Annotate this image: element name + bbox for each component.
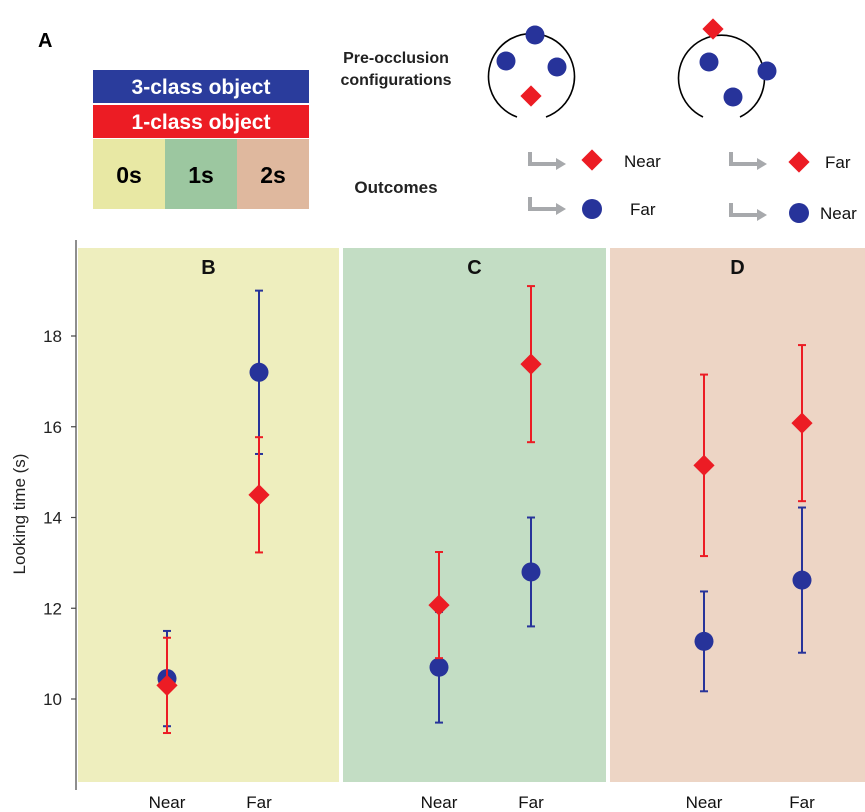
arrowhead-icon bbox=[757, 209, 767, 221]
diamond-marker-icon bbox=[520, 85, 542, 107]
configuration-1 bbox=[487, 25, 576, 118]
panel-background bbox=[78, 248, 339, 782]
circle-marker-icon bbox=[525, 25, 545, 45]
legend-delay-1s-label: 1s bbox=[188, 162, 214, 188]
bent-arrow-icon bbox=[528, 197, 558, 211]
panel-title: C bbox=[467, 257, 481, 279]
panel-title: B bbox=[201, 257, 215, 279]
panel-label-a: A bbox=[38, 30, 52, 52]
outcome-1-diamond-label: Near bbox=[624, 152, 661, 171]
pre-occlusion-title-line2: configurations bbox=[340, 72, 451, 89]
diamond-marker-icon bbox=[788, 151, 810, 173]
arrowhead-icon bbox=[556, 158, 566, 170]
occluder-arc-2 bbox=[677, 34, 766, 118]
circle-marker-icon bbox=[547, 57, 567, 77]
pre-occlusion-title-line1: Pre-occlusion bbox=[343, 50, 449, 67]
panel-d: D Near Far bbox=[610, 248, 865, 812]
outcomes-config-2: Far Near bbox=[729, 151, 857, 223]
y-tick-label: 14 bbox=[43, 509, 62, 528]
outcome-2-diamond-label: Far bbox=[825, 153, 851, 172]
legend-delay-2s-swatch bbox=[237, 139, 309, 209]
circle-marker-icon bbox=[699, 52, 719, 72]
outcome-1-circle-label: Far bbox=[630, 200, 656, 219]
panel-c: C Near Far bbox=[343, 248, 606, 812]
x-tick-label: Far bbox=[789, 793, 815, 812]
arrowhead-icon bbox=[556, 203, 566, 215]
circle-marker-icon bbox=[582, 199, 602, 219]
data-point-diamond bbox=[520, 353, 542, 375]
legend-delay-0s-swatch bbox=[93, 139, 165, 209]
panel-title: D bbox=[730, 257, 744, 279]
circle-marker-icon bbox=[723, 87, 743, 107]
x-tick-label: Near bbox=[421, 793, 458, 812]
panel-background bbox=[610, 248, 865, 782]
outcome-2-circle-label: Near bbox=[820, 204, 857, 223]
data-point-diamond bbox=[156, 674, 178, 696]
legend-delay-2s-label: 2s bbox=[260, 162, 286, 188]
outcomes-config-1: Near Far bbox=[528, 149, 661, 219]
circle-marker-icon bbox=[757, 61, 777, 81]
x-tick-label: Near bbox=[149, 793, 186, 812]
circle-marker-icon bbox=[496, 51, 516, 71]
x-tick-label: Far bbox=[246, 793, 272, 812]
y-tick-label: 18 bbox=[43, 327, 62, 346]
data-point-circle bbox=[429, 657, 449, 677]
legend-delay-0s-label: 0s bbox=[116, 162, 142, 188]
legend-delay-1s-swatch bbox=[165, 139, 237, 209]
looking-time-chart: 10 12 14 16 18 Looking time (s) B Near Far C Near F… bbox=[10, 240, 865, 812]
data-point-circle bbox=[521, 562, 541, 582]
data-point-diamond bbox=[693, 454, 715, 476]
configuration-2 bbox=[677, 18, 777, 118]
y-tick-label: 16 bbox=[43, 418, 62, 437]
panel-b: B Near Far bbox=[78, 248, 339, 812]
legend-three-class-swatch bbox=[93, 70, 309, 103]
bent-arrow-icon bbox=[729, 203, 759, 217]
diamond-marker-icon bbox=[581, 149, 603, 171]
x-tick-label: Near bbox=[686, 793, 723, 812]
y-tick-label: 12 bbox=[43, 599, 62, 618]
legend-one-class-swatch bbox=[93, 105, 309, 138]
data-point-diamond bbox=[791, 412, 813, 434]
y-axis-label: Looking time (s) bbox=[10, 454, 29, 575]
outcomes-title: Outcomes bbox=[354, 178, 437, 197]
data-point-circle bbox=[792, 570, 812, 590]
arrowhead-icon bbox=[757, 158, 767, 170]
data-point-circle bbox=[694, 631, 714, 651]
circle-marker-icon bbox=[789, 203, 809, 223]
x-tick-label: Far bbox=[518, 793, 544, 812]
diamond-marker-icon bbox=[702, 18, 724, 40]
data-point-diamond bbox=[428, 594, 450, 616]
panel-background bbox=[343, 248, 606, 782]
bent-arrow-icon bbox=[528, 152, 558, 166]
bent-arrow-icon bbox=[729, 152, 759, 166]
legend-three-class-label: 3-class object bbox=[132, 76, 271, 99]
legend-box: 3-class object 1-class object 0s 1s 2s bbox=[93, 70, 309, 209]
y-tick-label: 10 bbox=[43, 690, 62, 709]
data-point-circle bbox=[249, 362, 269, 382]
legend-one-class-label: 1-class object bbox=[132, 111, 271, 134]
